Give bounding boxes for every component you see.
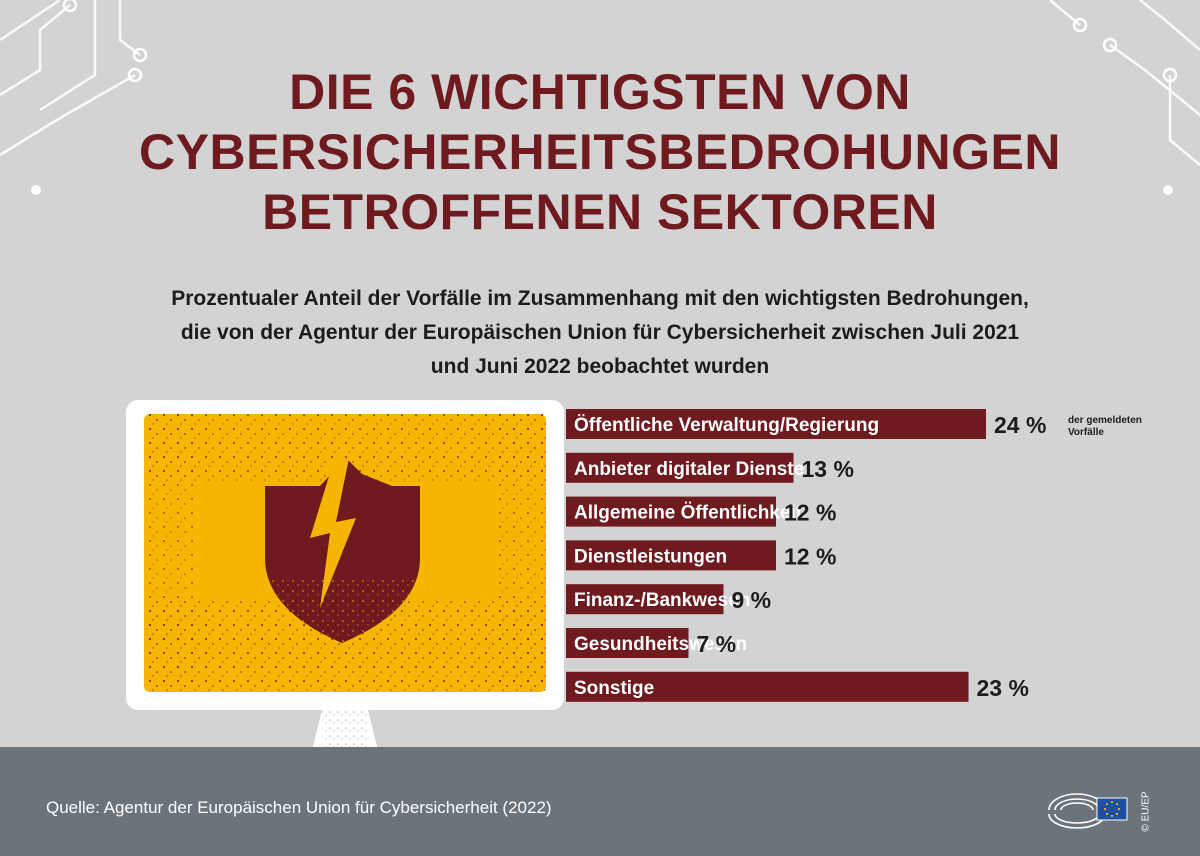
- bar-value-5: 7 %: [697, 631, 737, 657]
- bar-5: [566, 628, 689, 658]
- value-annotation-line-1: der gemeldeten: [1068, 415, 1142, 426]
- bar-3: [566, 540, 776, 571]
- bar-label-1: Anbieter digitaler Dienste: [574, 459, 804, 480]
- bar-label-3: Dienstleistungen: [574, 546, 727, 567]
- title-line-2: CYBERSICHERHEITSBEDROHUNGEN: [139, 124, 1061, 180]
- copyright-note: © EU/EP: [1140, 791, 1152, 832]
- bar-value-1: 13 %: [802, 456, 854, 482]
- bar-value-6: 23 %: [977, 675, 1029, 701]
- subtitle-line-2: die von der Agentur der Europäischen Uni…: [180, 321, 1020, 344]
- bar-label-6: Sonstige: [574, 678, 654, 699]
- bar-value-2: 12 %: [784, 500, 836, 526]
- title-line-1: DIE 6 WICHTIGSTEN VON: [289, 64, 911, 120]
- bar-6: [566, 671, 969, 702]
- footer-band: [0, 747, 1200, 856]
- bar-1: [566, 452, 794, 483]
- subtitle-line-1: Prozentualer Anteil der Vorfälle im Zusa…: [171, 287, 1029, 310]
- subtitle-line-3: und Juni 2022 beobachtet wurden: [430, 355, 770, 378]
- value-annotation-line-2: Vorfälle: [1068, 427, 1104, 438]
- bar-chart: Öffentliche Verwaltung/Regierung 24 % Anbi…: [566, 409, 1142, 702]
- bar-group: Öffentliche Verwaltung/Regierung 24 % Anbi…: [566, 409, 1046, 702]
- bar-label-0: Öffentliche Verwaltung/Regierung: [574, 415, 879, 436]
- bar-label-2: Allgemeine Öffentlichkeit: [574, 503, 803, 524]
- bar-2: [566, 496, 776, 527]
- source-note: Quelle: Agentur der Europäischen Union f…: [46, 798, 552, 817]
- bar-value-4: 9 %: [732, 587, 772, 613]
- bar-label-4: Finanz-/Bankwesen: [574, 590, 750, 611]
- bar-label-5: Gesundheitswesen: [574, 634, 747, 655]
- european-parliament-logo-icon: [1048, 793, 1128, 829]
- monitor-cracked-shield-icon: [126, 400, 564, 772]
- page-title: DIE 6 WICHTIGSTEN VON CYBERSICHERHEITSBE…: [0, 62, 1200, 242]
- bar-value-0: 24 %: [994, 412, 1046, 438]
- bar-4: [566, 584, 724, 615]
- bar-0: [566, 409, 986, 439]
- subtitle: Prozentualer Anteil der Vorfälle im Zusa…: [60, 282, 1140, 384]
- title-line-3: BETROFFENEN SEKTOREN: [262, 184, 938, 240]
- bar-value-3: 12 %: [784, 543, 836, 569]
